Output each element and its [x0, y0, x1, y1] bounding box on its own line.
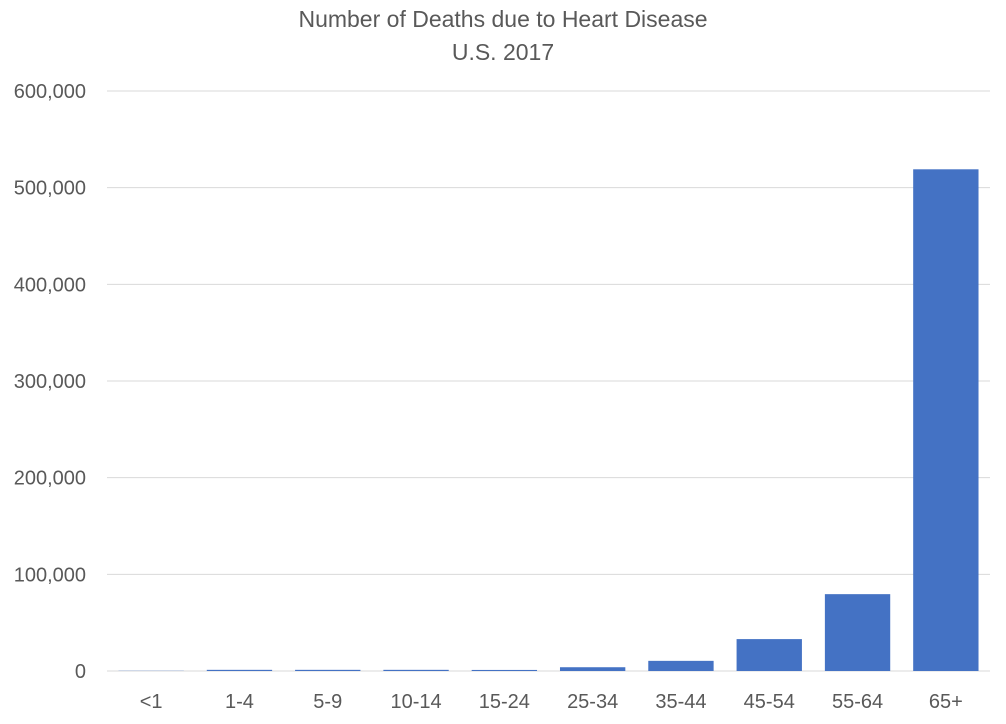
x-tick-label: <1 [140, 691, 163, 713]
bar-1-4 [206, 669, 273, 671]
y-tick-label: 500,000 [14, 178, 86, 200]
x-tick-label: 35-44 [655, 691, 706, 713]
bar-35-44 [648, 660, 714, 671]
bar-65+ [913, 169, 979, 672]
x-tick-label: 10-14 [390, 691, 441, 713]
bar-45-54 [736, 639, 802, 671]
x-tick-label: 5-9 [313, 691, 342, 713]
x-tick-label: 1-4 [225, 691, 254, 713]
y-tick-label: 200,000 [14, 468, 86, 490]
bar-25-34 [559, 667, 626, 671]
x-tick-label: 15-24 [479, 691, 530, 713]
y-tick-label: 600,000 [14, 81, 86, 103]
y-tick-label: 300,000 [14, 371, 86, 393]
chart-title: Number of Deaths due to Heart Disease [298, 6, 708, 32]
x-tick-label: 45-54 [744, 691, 795, 713]
x-tick-label: 25-34 [567, 691, 618, 713]
x-tick-label: 55-64 [832, 691, 883, 713]
y-tick-label: 400,000 [14, 274, 86, 296]
bar-10-14 [383, 669, 449, 671]
y-tick-label: 100,000 [14, 564, 86, 586]
bar-15-24 [471, 669, 538, 671]
chart-subtitle: U.S. 2017 [451, 39, 555, 65]
x-tick-label: 65+ [929, 691, 963, 713]
bar-55-64 [824, 594, 891, 671]
y-tick-label: 0 [75, 661, 86, 683]
bar-5-9 [295, 669, 361, 671]
